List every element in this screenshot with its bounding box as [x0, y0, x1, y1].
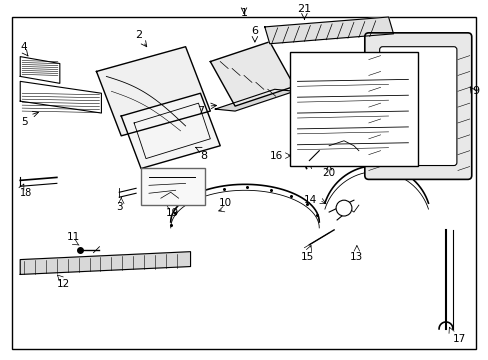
- Text: 12: 12: [57, 279, 70, 289]
- Text: 20: 20: [322, 168, 335, 179]
- Bar: [141, 167, 205, 205]
- Text: 2: 2: [135, 30, 142, 40]
- Polygon shape: [264, 17, 393, 44]
- Text: 8: 8: [200, 151, 207, 161]
- Text: 18: 18: [20, 188, 32, 198]
- Text: 6: 6: [251, 26, 258, 36]
- Text: 21: 21: [297, 4, 311, 14]
- Text: 10: 10: [219, 198, 232, 208]
- Text: 17: 17: [452, 334, 465, 344]
- Text: 1: 1: [240, 8, 247, 18]
- FancyBboxPatch shape: [364, 33, 471, 179]
- Polygon shape: [96, 47, 210, 136]
- Text: 14: 14: [304, 195, 317, 205]
- Text: 13: 13: [349, 252, 363, 262]
- Bar: [289, 51, 417, 166]
- Polygon shape: [215, 89, 294, 111]
- Polygon shape: [20, 252, 190, 274]
- FancyBboxPatch shape: [379, 47, 456, 166]
- Circle shape: [335, 200, 351, 216]
- Polygon shape: [121, 93, 220, 168]
- Text: 4: 4: [21, 42, 27, 51]
- Polygon shape: [20, 57, 60, 84]
- Text: 3: 3: [116, 202, 122, 212]
- Text: 7: 7: [197, 106, 203, 116]
- Polygon shape: [20, 81, 101, 113]
- Polygon shape: [210, 42, 294, 106]
- Text: 5: 5: [21, 117, 27, 127]
- Text: 19: 19: [166, 208, 179, 218]
- Text: 9: 9: [472, 86, 479, 96]
- Text: 15: 15: [300, 252, 313, 262]
- Text: 16: 16: [269, 150, 282, 161]
- Text: 11: 11: [67, 232, 80, 242]
